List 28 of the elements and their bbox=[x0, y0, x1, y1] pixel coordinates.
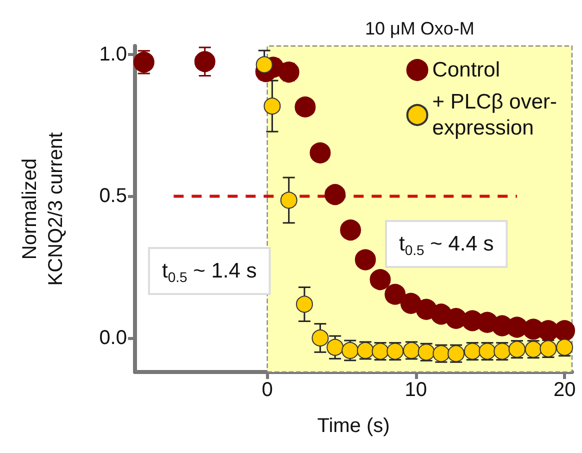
point bbox=[384, 284, 406, 305]
point bbox=[264, 98, 281, 115]
point bbox=[296, 296, 313, 313]
legend-label: + PLCβ over-expression bbox=[432, 90, 558, 140]
y-tick-label: 0.5 bbox=[99, 185, 127, 208]
point bbox=[324, 184, 346, 206]
point bbox=[554, 320, 576, 342]
point bbox=[354, 249, 376, 270]
point bbox=[326, 338, 344, 356]
x-tick-label: 10 bbox=[404, 379, 428, 401]
y-tick-label: 1.0 bbox=[99, 44, 127, 66]
x-axis-title: Time (s) bbox=[317, 415, 390, 437]
band-label: 10 μM Oxo-M bbox=[364, 18, 474, 38]
point bbox=[278, 62, 300, 83]
point bbox=[312, 329, 329, 346]
point bbox=[194, 51, 216, 72]
legend-label: Control bbox=[432, 58, 500, 82]
x-tick-label: 20 bbox=[553, 379, 576, 401]
y-tick-label: 0.0 bbox=[99, 326, 127, 349]
point bbox=[310, 142, 331, 164]
point bbox=[294, 96, 316, 118]
point bbox=[280, 192, 298, 209]
point bbox=[256, 56, 273, 74]
x-tick-label: 0 bbox=[262, 379, 273, 401]
point bbox=[340, 219, 362, 240]
point bbox=[370, 269, 391, 290]
y-axis-title: Normalized KCNQ2/3 current bbox=[19, 132, 67, 286]
point bbox=[133, 52, 154, 73]
